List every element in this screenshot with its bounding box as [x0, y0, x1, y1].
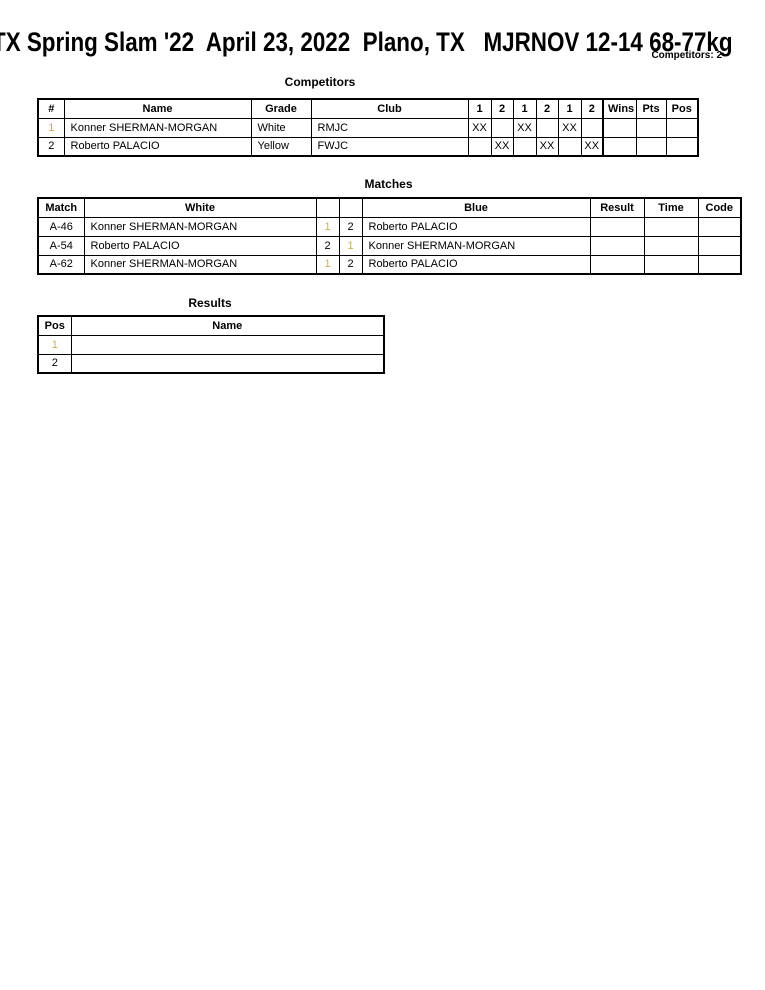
white-player-name: Konner SHERMAN-MORGAN — [83, 216, 317, 237]
match-id: A-62 — [37, 254, 85, 275]
code-cell — [697, 235, 742, 256]
white-player-number: 1 — [315, 216, 340, 237]
round-mark: XX — [557, 117, 582, 138]
result-row: 2 — [37, 353, 385, 374]
white-player-number: 2 — [315, 235, 340, 256]
competitors-count: Competitors: 2 — [651, 50, 722, 61]
col-header-name: Name — [70, 315, 385, 336]
col-header-wins: Wins — [602, 98, 637, 119]
round-mark — [512, 136, 537, 157]
col-header-blue-num — [338, 197, 363, 218]
results-header-row: Pos Name — [37, 315, 385, 336]
round-mark — [467, 136, 492, 157]
col-header-round-2: 2 — [490, 98, 514, 119]
blue-player-name: Roberto PALACIO — [361, 254, 591, 275]
match-row: A-54 Roberto PALACIO 2 1 Konner SHERMAN-… — [37, 235, 742, 256]
wins-cell — [602, 117, 637, 138]
white-player-name: Roberto PALACIO — [83, 235, 317, 256]
col-header-match: Match — [37, 197, 85, 218]
competitor-club: RMJC — [310, 117, 469, 138]
result-cell — [589, 254, 645, 275]
col-header-result: Result — [589, 197, 645, 218]
result-position: 2 — [37, 353, 72, 374]
col-header-pos: Pos — [665, 98, 699, 119]
competitor-row: 2 Roberto PALACIO Yellow FWJC XX XX XX — [37, 136, 699, 157]
matches-table: Match White Blue Result Time Code A-46 K… — [37, 197, 742, 275]
round-mark: XX — [512, 117, 537, 138]
col-header-round-6: 2 — [580, 98, 604, 119]
competitors-header-row: # Name Grade Club 1 2 1 2 1 2 Wins Pts P… — [37, 98, 699, 119]
result-row: 1 — [37, 334, 385, 355]
white-player-name: Konner SHERMAN-MORGAN — [83, 254, 317, 275]
match-row: A-62 Konner SHERMAN-MORGAN 1 2 Roberto P… — [37, 254, 742, 275]
col-header-round-1: 1 — [467, 98, 492, 119]
code-cell — [697, 216, 742, 237]
results-table: Pos Name 1 2 — [37, 315, 385, 374]
col-header-round-5: 1 — [557, 98, 582, 119]
col-header-name: Name — [63, 98, 252, 119]
round-mark — [557, 136, 582, 157]
competitor-club: FWJC — [310, 136, 469, 157]
competitor-name: Konner SHERMAN-MORGAN — [63, 117, 252, 138]
round-mark: XX — [490, 136, 514, 157]
col-header-pts: Pts — [635, 98, 667, 119]
blue-player-name: Konner SHERMAN-MORGAN — [361, 235, 591, 256]
pts-cell — [635, 136, 667, 157]
round-mark — [580, 117, 604, 138]
code-cell — [697, 254, 742, 275]
competitor-grade: White — [250, 117, 312, 138]
matches-section-title: Matches — [364, 177, 413, 191]
results-section-title: Results — [188, 296, 232, 310]
blue-player-name: Roberto PALACIO — [361, 216, 591, 237]
match-id: A-54 — [37, 235, 85, 256]
competitor-grade: Yellow — [250, 136, 312, 157]
col-header-white: White — [83, 197, 317, 218]
competitor-number: 2 — [37, 136, 65, 157]
wins-cell — [602, 136, 637, 157]
round-mark: XX — [535, 136, 559, 157]
competitors-section-title: Competitors — [284, 75, 356, 89]
competitor-name: Roberto PALACIO — [63, 136, 252, 157]
col-header-white-num — [315, 197, 340, 218]
col-header-round-4: 2 — [535, 98, 559, 119]
event-title: TX Spring Slam '22 April 23, 2022 Plano,… — [0, 27, 733, 57]
blue-player-number: 2 — [338, 216, 363, 237]
competitor-number: 1 — [37, 117, 65, 138]
pts-cell — [635, 117, 667, 138]
pos-cell — [665, 136, 699, 157]
time-cell — [643, 235, 699, 256]
result-cell — [589, 235, 645, 256]
col-header-round-3: 1 — [512, 98, 537, 119]
col-header-blue: Blue — [361, 197, 591, 218]
result-cell — [589, 216, 645, 237]
result-name — [70, 353, 385, 374]
round-mark: XX — [580, 136, 604, 157]
result-name — [70, 334, 385, 355]
col-header-number: # — [37, 98, 65, 119]
round-mark — [535, 117, 559, 138]
col-header-grade: Grade — [250, 98, 312, 119]
col-header-pos: Pos — [37, 315, 72, 336]
matches-header-row: Match White Blue Result Time Code — [37, 197, 742, 218]
time-cell — [643, 216, 699, 237]
competitors-table: # Name Grade Club 1 2 1 2 1 2 Wins Pts P… — [37, 98, 699, 157]
match-row: A-46 Konner SHERMAN-MORGAN 1 2 Roberto P… — [37, 216, 742, 237]
round-mark: XX — [467, 117, 492, 138]
round-mark — [490, 117, 514, 138]
col-header-club: Club — [310, 98, 469, 119]
col-header-time: Time — [643, 197, 699, 218]
competitor-row: 1 Konner SHERMAN-MORGAN White RMJC XX XX… — [37, 117, 699, 138]
match-id: A-46 — [37, 216, 85, 237]
blue-player-number: 2 — [338, 254, 363, 275]
col-header-code: Code — [697, 197, 742, 218]
result-position: 1 — [37, 334, 72, 355]
blue-player-number: 1 — [338, 235, 363, 256]
time-cell — [643, 254, 699, 275]
white-player-number: 1 — [315, 254, 340, 275]
pos-cell — [665, 117, 699, 138]
